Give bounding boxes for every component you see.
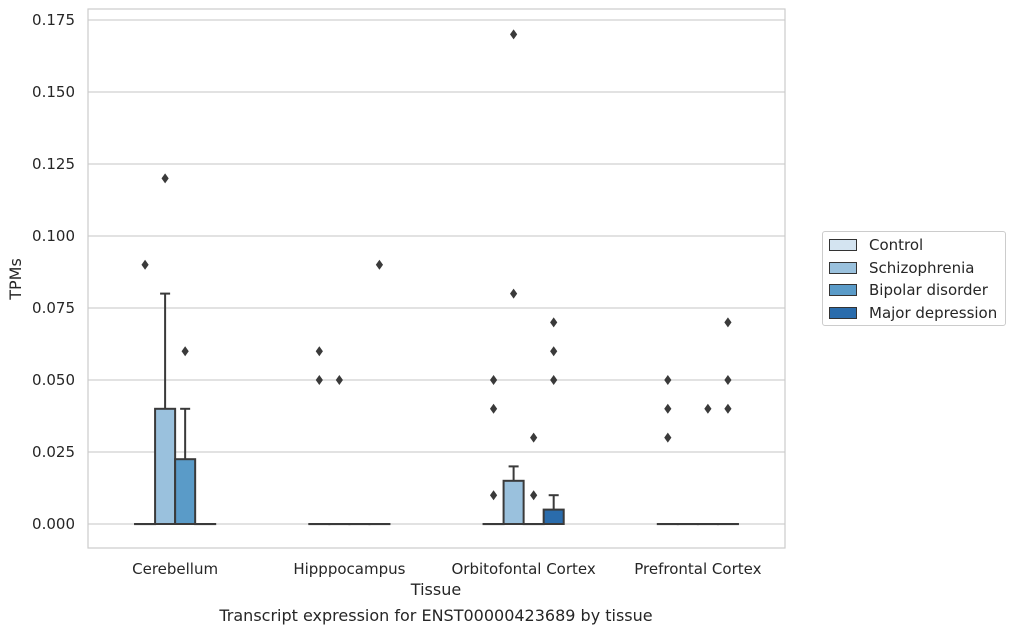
box-prefrontal-cortex-major-depression <box>716 317 739 526</box>
legend-swatch-bipolar-disorder <box>829 284 857 296</box>
outlier-point <box>510 29 518 40</box>
legend-label-major-depression: Major depression <box>869 304 998 322</box>
x-tick-label: Orbitofontal Cortex <box>452 560 596 578</box>
box-cerebellum-bipolar-disorder <box>174 346 197 526</box>
outlier-point <box>489 375 498 385</box>
legend-item-control: Control <box>829 235 923 255</box>
outlier-point <box>704 403 712 414</box>
y-tick-label: 0.050 <box>32 371 75 389</box>
box-body <box>174 458 197 526</box>
outlier-point <box>181 346 189 357</box>
legend: Control Schizophrenia Bipolar disorder M… <box>822 231 1006 326</box>
box-body <box>154 407 177 525</box>
y-tick-label: 0.100 <box>32 227 75 245</box>
outlier-point <box>550 375 558 385</box>
box-body <box>502 479 525 525</box>
box-cerebellum-schizophrenia <box>154 173 177 525</box>
grid-lines <box>88 19 785 525</box>
y-axis-label: TPMs <box>6 258 25 301</box>
outlier-point <box>664 432 672 443</box>
y-tick-label: 0.150 <box>32 83 75 101</box>
outlier-point <box>530 490 538 501</box>
box-orbitofontal-cortex-schizophrenia <box>502 29 525 525</box>
legend-swatch-major-depression <box>829 307 857 319</box>
legend-swatch-control <box>829 239 857 251</box>
y-tick-label: 0.175 <box>32 11 75 29</box>
legend-item-schizophrenia: Schizophrenia <box>829 258 974 278</box>
x-tick-label: Hipppocampus <box>293 560 405 578</box>
legend-item-bipolar-disorder: Bipolar disorder <box>829 280 988 300</box>
legend-item-major-depression: Major depression <box>829 303 997 323</box>
x-axis-label: Tissue <box>410 580 461 599</box>
y-tick-label: 0.025 <box>32 443 75 461</box>
outlier-point <box>161 173 169 184</box>
outlier-point <box>489 403 498 414</box>
outlier-point <box>530 432 538 443</box>
outlier-point <box>510 288 518 299</box>
outlier-point <box>141 259 149 270</box>
box-cerebellum-control <box>134 259 157 526</box>
outlier-point <box>664 403 672 414</box>
box-groups <box>134 29 739 526</box>
box-orbitofontal-cortex-major-depression <box>542 317 565 526</box>
outlier-point <box>550 346 558 357</box>
chart-caption: Transcript expression for ENST0000042368… <box>219 606 653 625</box>
box-hipppocampus-schizophrenia <box>328 375 351 526</box>
outlier-point <box>489 490 498 501</box>
x-tick-labels: Cerebellum Hipppocampus Orbitofontal Corte… <box>132 560 761 578</box>
outlier-point <box>724 403 732 414</box>
outlier-point <box>315 375 323 385</box>
box-orbitofontal-cortex-control <box>482 375 505 526</box>
y-tick-label: 0.075 <box>32 299 75 317</box>
legend-label-schizophrenia: Schizophrenia <box>869 259 975 277</box>
outlier-point <box>724 375 732 385</box>
outlier-point <box>335 375 343 385</box>
legend-label-control: Control <box>869 236 924 254</box>
y-tick-labels: 0.000 0.025 0.050 0.075 0.100 0.125 0.150 0.175 <box>32 11 75 533</box>
y-tick-label: 0.125 <box>32 155 75 173</box>
outlier-point <box>664 375 672 385</box>
box-prefrontal-cortex-control <box>656 375 679 526</box>
box-prefrontal-cortex-bipolar-disorder <box>696 403 719 526</box>
legend-swatch-schizophrenia <box>829 262 857 274</box>
outlier-point <box>724 317 732 328</box>
box-orbitofontal-cortex-bipolar-disorder <box>522 432 545 526</box>
outlier-point <box>315 346 323 357</box>
box-hipppocampus-major-depression <box>368 259 391 526</box>
y-tick-label: 0.000 <box>32 515 75 533</box>
x-tick-label: Prefrontal Cortex <box>634 560 761 578</box>
legend-label-bipolar-disorder: Bipolar disorder <box>869 281 988 299</box>
x-tick-label: Cerebellum <box>132 560 218 578</box>
outlier-point <box>550 317 558 328</box>
box-hipppocampus-control <box>308 346 331 526</box>
outlier-point <box>375 259 384 270</box>
box-body <box>542 508 565 526</box>
plot-area-frame <box>87 8 786 549</box>
